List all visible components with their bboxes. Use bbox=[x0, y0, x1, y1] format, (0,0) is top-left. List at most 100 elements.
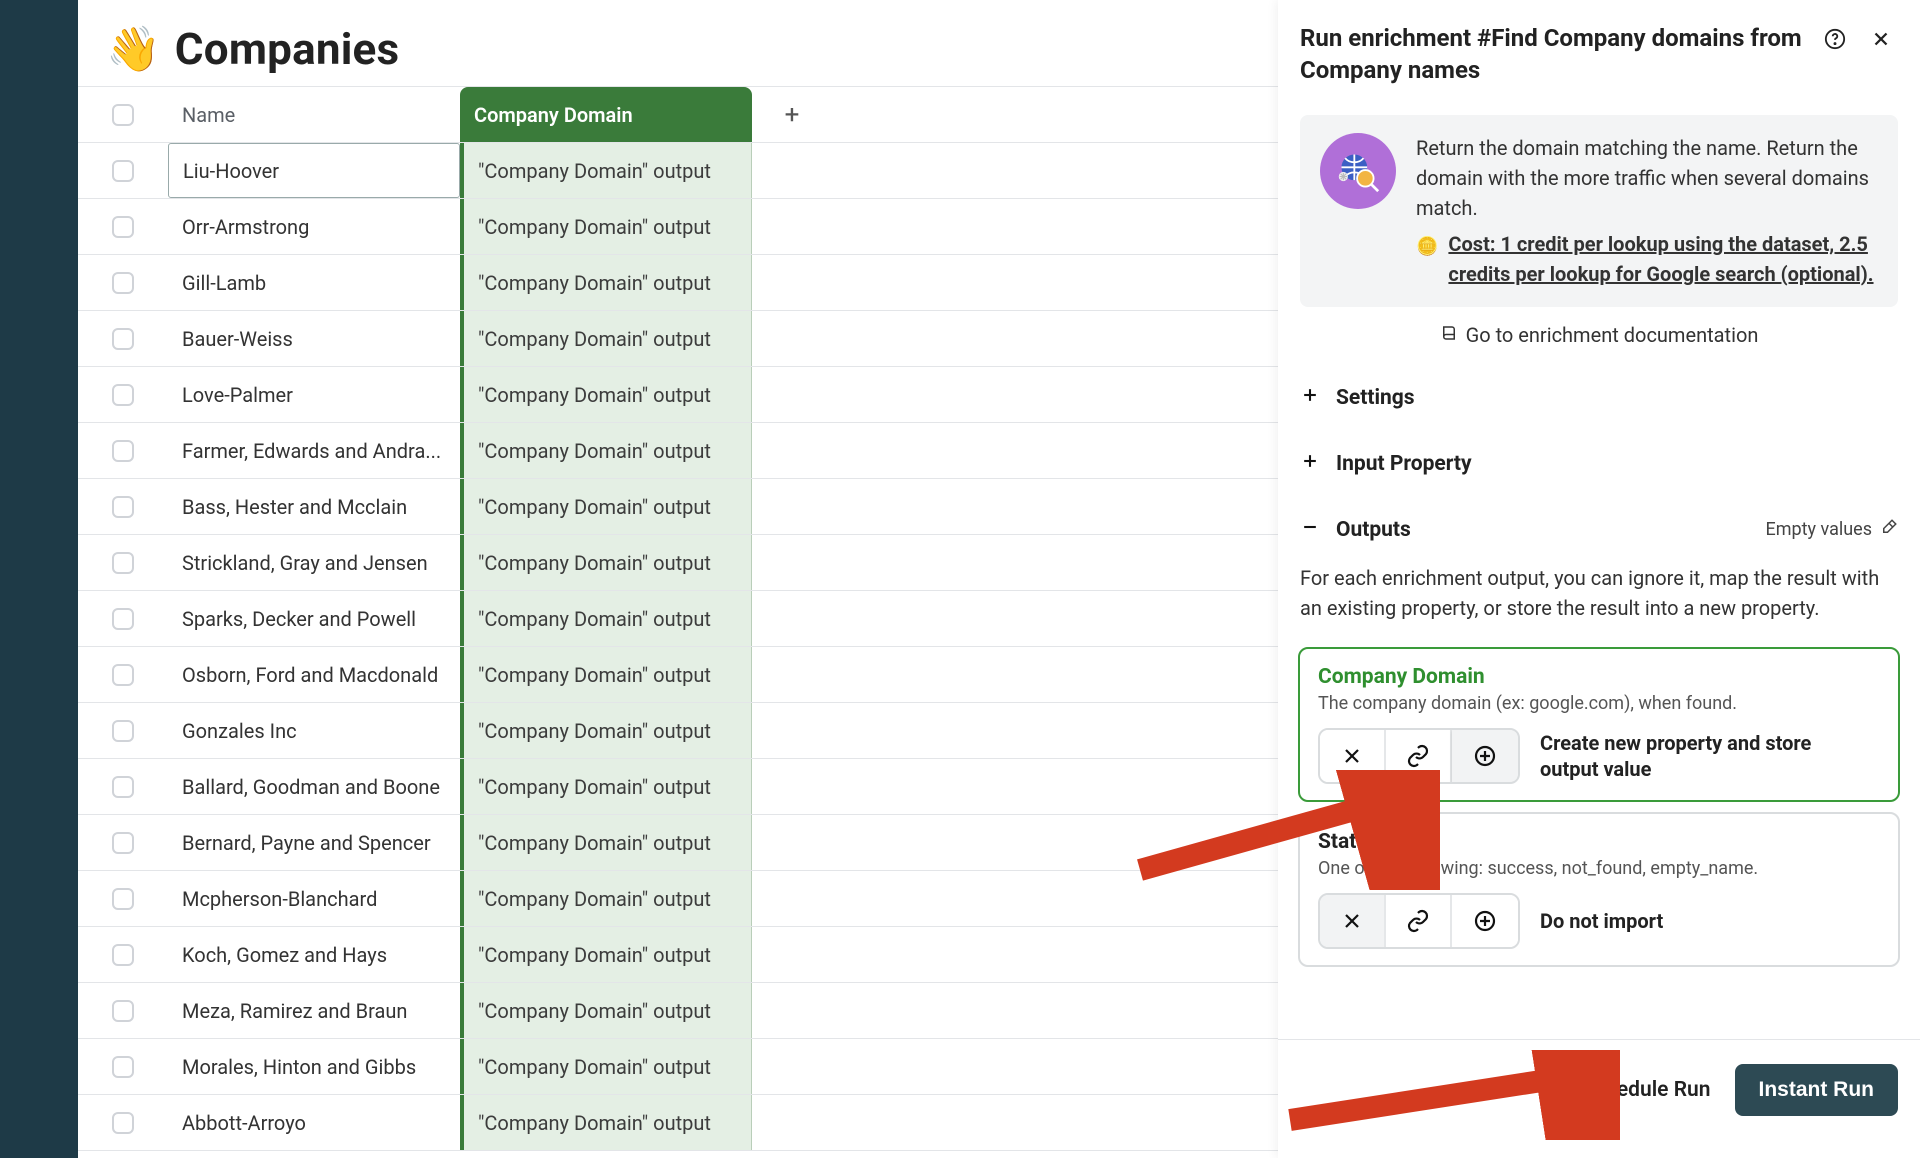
cell-name[interactable]: Bauer-Weiss bbox=[168, 311, 460, 366]
column-header-name[interactable]: Name bbox=[168, 87, 460, 142]
cell-name[interactable]: Koch, Gomez and Hays bbox=[168, 927, 460, 982]
cell-domain[interactable]: "Company Domain" output bbox=[460, 1039, 752, 1094]
domain-output-label: "Company Domain" output bbox=[478, 831, 711, 855]
map-button[interactable] bbox=[1386, 730, 1452, 782]
add-column-button[interactable]: + bbox=[752, 87, 832, 142]
company-name: Koch, Gomez and Hays bbox=[182, 943, 387, 967]
row-checkbox[interactable] bbox=[78, 983, 168, 1038]
cell-name[interactable]: Osborn, Ford and Macdonald bbox=[168, 647, 460, 702]
row-checkbox[interactable] bbox=[78, 255, 168, 310]
eraser-icon bbox=[1880, 518, 1898, 541]
cell-domain[interactable]: "Company Domain" output bbox=[460, 647, 752, 702]
row-checkbox[interactable] bbox=[78, 1039, 168, 1094]
cell-domain[interactable]: "Company Domain" output bbox=[460, 815, 752, 870]
company-name: Bauer-Weiss bbox=[182, 327, 293, 351]
minus-icon bbox=[1300, 517, 1320, 543]
domain-output-label: "Company Domain" output bbox=[478, 663, 711, 687]
checkbox-icon bbox=[112, 1000, 134, 1022]
row-checkbox[interactable] bbox=[78, 815, 168, 870]
row-checkbox[interactable] bbox=[78, 871, 168, 926]
ignore-button[interactable] bbox=[1320, 895, 1386, 947]
row-checkbox[interactable] bbox=[78, 759, 168, 814]
row-checkbox[interactable] bbox=[78, 423, 168, 478]
checkbox-icon bbox=[112, 1056, 134, 1078]
cell-domain[interactable]: "Company Domain" output bbox=[460, 591, 752, 646]
row-checkbox[interactable] bbox=[78, 479, 168, 534]
empty-values-toggle[interactable]: Empty values bbox=[1765, 518, 1898, 541]
cell-domain[interactable]: "Company Domain" output bbox=[460, 535, 752, 590]
domain-output-label: "Company Domain" output bbox=[478, 495, 711, 519]
column-header-domain[interactable]: Company Domain bbox=[460, 87, 752, 142]
row-checkbox[interactable] bbox=[78, 927, 168, 982]
cell-name[interactable]: Love-Palmer bbox=[168, 367, 460, 422]
cell-domain[interactable]: "Company Domain" output bbox=[460, 367, 752, 422]
row-checkbox[interactable] bbox=[78, 199, 168, 254]
cell-name[interactable]: Gill-Lamb bbox=[168, 255, 460, 310]
domain-output-label: "Company Domain" output bbox=[478, 999, 711, 1023]
section-input-property[interactable]: Input Property bbox=[1278, 431, 1920, 497]
domain-output-label: "Company Domain" output bbox=[478, 943, 711, 967]
cell-domain[interactable]: "Company Domain" output bbox=[460, 871, 752, 926]
cell-name[interactable]: Meza, Ramirez and Braun bbox=[168, 983, 460, 1038]
row-checkbox[interactable] bbox=[78, 367, 168, 422]
cell-name[interactable]: Gonzales Inc bbox=[168, 703, 460, 758]
select-all-cell[interactable] bbox=[78, 87, 168, 142]
row-checkbox[interactable] bbox=[78, 535, 168, 590]
cell-domain[interactable]: "Company Domain" output bbox=[460, 479, 752, 534]
cell-domain[interactable]: "Company Domain" output bbox=[460, 759, 752, 814]
checkbox-icon bbox=[112, 944, 134, 966]
cell-name[interactable]: Sparks, Decker and Powell bbox=[168, 591, 460, 646]
cell-domain[interactable]: "Company Domain" output bbox=[460, 143, 752, 198]
row-checkbox[interactable] bbox=[78, 1095, 168, 1150]
schedule-run-label: Schedule Run bbox=[1581, 1078, 1710, 1102]
output-title: Status bbox=[1318, 830, 1880, 854]
cell-domain[interactable]: "Company Domain" output bbox=[460, 311, 752, 366]
output-description: One of the following: success, not_found… bbox=[1318, 858, 1880, 879]
map-button[interactable] bbox=[1386, 895, 1452, 947]
schedule-run-button[interactable]: Schedule Run bbox=[1581, 1078, 1710, 1102]
section-input-label: Input Property bbox=[1336, 452, 1472, 476]
company-name: Strickland, Gray and Jensen bbox=[182, 551, 428, 575]
cell-name[interactable]: Farmer, Edwards and Andra... bbox=[168, 423, 460, 478]
ignore-button[interactable] bbox=[1320, 730, 1386, 782]
close-button[interactable] bbox=[1864, 22, 1898, 56]
row-checkbox[interactable] bbox=[78, 143, 168, 198]
domain-output-label: "Company Domain" output bbox=[478, 159, 711, 183]
cell-domain[interactable]: "Company Domain" output bbox=[460, 199, 752, 254]
cell-name[interactable]: Orr-Armstrong bbox=[168, 199, 460, 254]
create-property-button[interactable] bbox=[1452, 730, 1518, 782]
create-property-button[interactable] bbox=[1452, 895, 1518, 947]
company-name: Osborn, Ford and Macdonald bbox=[182, 663, 438, 687]
row-checkbox[interactable] bbox=[78, 703, 168, 758]
company-name: Farmer, Edwards and Andra... bbox=[182, 439, 441, 463]
instant-run-button[interactable]: Instant Run bbox=[1735, 1064, 1899, 1116]
panel-title: Run enrichment #Find Company domains fro… bbox=[1300, 22, 1806, 87]
cell-domain[interactable]: "Company Domain" output bbox=[460, 255, 752, 310]
help-button[interactable] bbox=[1818, 22, 1852, 56]
section-outputs[interactable]: Outputs Empty values bbox=[1278, 497, 1920, 563]
cell-name[interactable]: Ballard, Goodman and Boone bbox=[168, 759, 460, 814]
output-title: Company Domain bbox=[1318, 665, 1880, 689]
cell-name[interactable]: Abbott-Arroyo bbox=[168, 1095, 460, 1150]
cell-domain[interactable]: "Company Domain" output bbox=[460, 927, 752, 982]
cell-name[interactable]: Strickland, Gray and Jensen bbox=[168, 535, 460, 590]
cell-domain[interactable]: "Company Domain" output bbox=[460, 1095, 752, 1150]
documentation-link[interactable]: Go to enrichment documentation bbox=[1278, 315, 1920, 365]
cell-name[interactable]: Bass, Hester and Mcclain bbox=[168, 479, 460, 534]
cell-name[interactable]: Mcpherson-Blanchard bbox=[168, 871, 460, 926]
row-checkbox[interactable] bbox=[78, 591, 168, 646]
row-checkbox[interactable] bbox=[78, 311, 168, 366]
output-action-label: Do not import bbox=[1540, 908, 1663, 934]
section-settings[interactable]: Settings bbox=[1278, 365, 1920, 431]
row-checkbox[interactable] bbox=[78, 647, 168, 702]
cell-name[interactable]: Bernard, Payne and Spencer bbox=[168, 815, 460, 870]
cell-name[interactable]: Liu-Hoover bbox=[168, 143, 460, 198]
cell-name[interactable]: Morales, Hinton and Gibbs bbox=[168, 1039, 460, 1094]
cell-domain[interactable]: "Company Domain" output bbox=[460, 703, 752, 758]
cell-domain[interactable]: "Company Domain" output bbox=[460, 423, 752, 478]
empty-values-label: Empty values bbox=[1765, 519, 1872, 540]
checkbox-icon bbox=[112, 496, 134, 518]
company-name: Meza, Ramirez and Braun bbox=[182, 999, 407, 1023]
cell-domain[interactable]: "Company Domain" output bbox=[460, 983, 752, 1038]
plus-icon bbox=[1300, 451, 1320, 477]
